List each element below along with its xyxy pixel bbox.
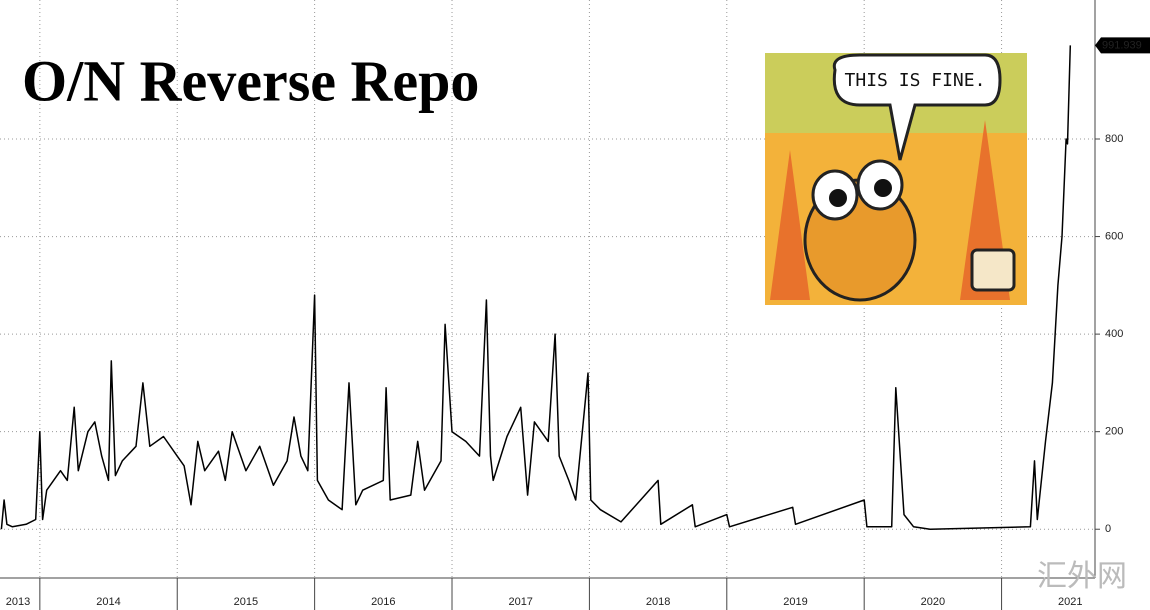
x-tick-label: 2021 — [1058, 596, 1082, 608]
pupil — [829, 189, 847, 207]
y-tick-label: 0 — [1105, 523, 1111, 535]
y-tick-label: 200 — [1105, 426, 1123, 438]
y-tick-label: 600 — [1105, 230, 1123, 242]
y-tick-label: 800 — [1105, 133, 1123, 145]
last-value-box — [1095, 37, 1150, 54]
x-tick-label: 2020 — [921, 596, 945, 608]
y-tick-label: 400 — [1105, 328, 1123, 340]
x-tick-label: 2016 — [371, 596, 395, 608]
x-tick-label: 2014 — [96, 596, 120, 608]
pupil — [874, 179, 892, 197]
x-tick-label: 2015 — [234, 596, 258, 608]
x-tick-label: 2013 — [6, 596, 30, 608]
series-line — [0, 45, 1072, 530]
x-tick-label: 2017 — [508, 596, 532, 608]
watermark: 汇外网 — [1037, 559, 1127, 594]
mug — [970, 248, 1016, 292]
chart-title: O/N Reverse Repo — [22, 48, 479, 113]
meme-image: THIS IS FINE. — [765, 53, 1027, 305]
last-value-label: 991.939 — [1102, 39, 1142, 51]
speech-bubble — [832, 53, 1002, 161]
x-tick-label: 2019 — [783, 596, 807, 608]
x-tick-label: 2018 — [646, 596, 670, 608]
annotation: THIS IS FINE. — [845, 70, 986, 91]
